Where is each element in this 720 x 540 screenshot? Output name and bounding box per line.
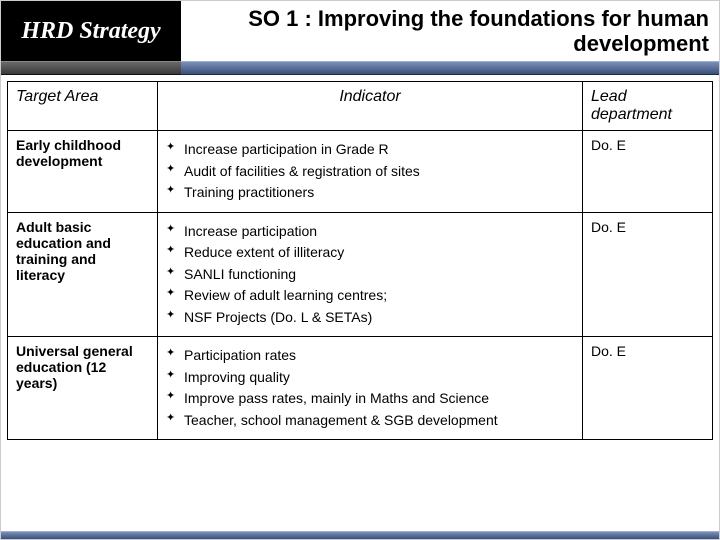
- accent-bar-left: [1, 61, 181, 75]
- target-cell: Adult basic education and training and l…: [8, 212, 158, 337]
- indicator-cell: Increase participation Reduce extent of …: [158, 212, 583, 337]
- col-indicator: Indicator: [158, 82, 583, 131]
- indicator-item: Teacher, school management & SGB develop…: [166, 412, 574, 430]
- target-cell: Early childhood development: [8, 131, 158, 213]
- indicator-item: Audit of facilities & registration of si…: [166, 163, 574, 181]
- indicator-item: Increase participation: [166, 223, 574, 241]
- title-area: SO 1 : Improving the foundations for hum…: [181, 1, 719, 61]
- lead-cell: Do. E: [583, 337, 713, 440]
- brand-text: HRD Strategy: [21, 18, 160, 45]
- content: Target Area Indicator Lead department Ea…: [1, 75, 719, 531]
- lead-cell: Do. E: [583, 131, 713, 213]
- table-row: Early childhood development Increase par…: [8, 131, 713, 213]
- indicator-item: Review of adult learning centres;: [166, 287, 574, 305]
- indicator-item: Improving quality: [166, 369, 574, 387]
- indicator-item: Improve pass rates, mainly in Maths and …: [166, 390, 574, 408]
- indicator-cell: Participation rates Improving quality Im…: [158, 337, 583, 440]
- table-header-row: Target Area Indicator Lead department: [8, 82, 713, 131]
- slide: HRD Strategy SO 1 : Improving the founda…: [0, 0, 720, 540]
- indicator-cell: Increase participation in Grade R Audit …: [158, 131, 583, 213]
- header: HRD Strategy SO 1 : Improving the founda…: [1, 1, 719, 61]
- col-lead: Lead department: [583, 82, 713, 131]
- indicator-item: Increase participation in Grade R: [166, 141, 574, 159]
- table-row: Universal general education (12 years) P…: [8, 337, 713, 440]
- accent-bar-right: [181, 61, 719, 75]
- indicator-item: Reduce extent of illiteracy: [166, 244, 574, 262]
- indicator-list: Increase participation in Grade R Audit …: [166, 141, 574, 202]
- strategy-table: Target Area Indicator Lead department Ea…: [7, 81, 713, 440]
- col-target: Target Area: [8, 82, 158, 131]
- accent-bar: [1, 61, 719, 75]
- brand-block: HRD Strategy: [1, 1, 181, 61]
- indicator-list: Increase participation Reduce extent of …: [166, 223, 574, 327]
- target-cell: Universal general education (12 years): [8, 337, 158, 440]
- lead-cell: Do. E: [583, 212, 713, 337]
- page-title: SO 1 : Improving the foundations for hum…: [181, 6, 709, 57]
- indicator-item: NSF Projects (Do. L & SETAs): [166, 309, 574, 327]
- footer-stripe: [1, 531, 719, 539]
- indicator-item: Training practitioners: [166, 184, 574, 202]
- table-row: Adult basic education and training and l…: [8, 212, 713, 337]
- indicator-item: SANLI functioning: [166, 266, 574, 284]
- indicator-list: Participation rates Improving quality Im…: [166, 347, 574, 429]
- indicator-item: Participation rates: [166, 347, 574, 365]
